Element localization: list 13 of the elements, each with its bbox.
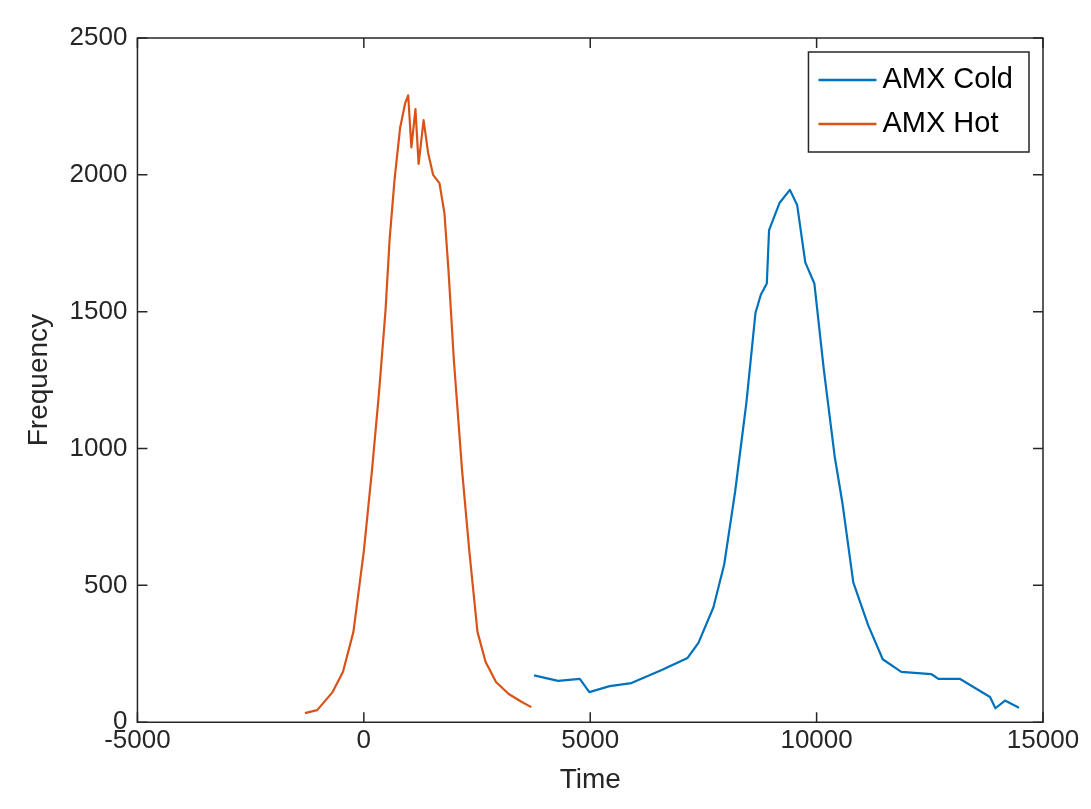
legend-label: AMX Cold [882,62,1013,94]
y-tick-label: 2000 [69,158,128,189]
x-tick-label: 10000 [780,723,853,754]
x-axis-title: Time [559,762,621,794]
x-tick-label: 5000 [561,723,620,754]
x-tick-label: 15000 [1006,723,1080,754]
y-tick-label: 1500 [69,294,128,325]
x-tick-label: 0 [356,723,372,754]
y-tick-label: 1000 [69,431,128,462]
y-tick-label: 2500 [69,21,128,52]
y-tick-label: 500 [84,568,128,599]
y-axis-title: Frequency [21,313,53,447]
legend-label: AMX Hot [882,106,999,138]
